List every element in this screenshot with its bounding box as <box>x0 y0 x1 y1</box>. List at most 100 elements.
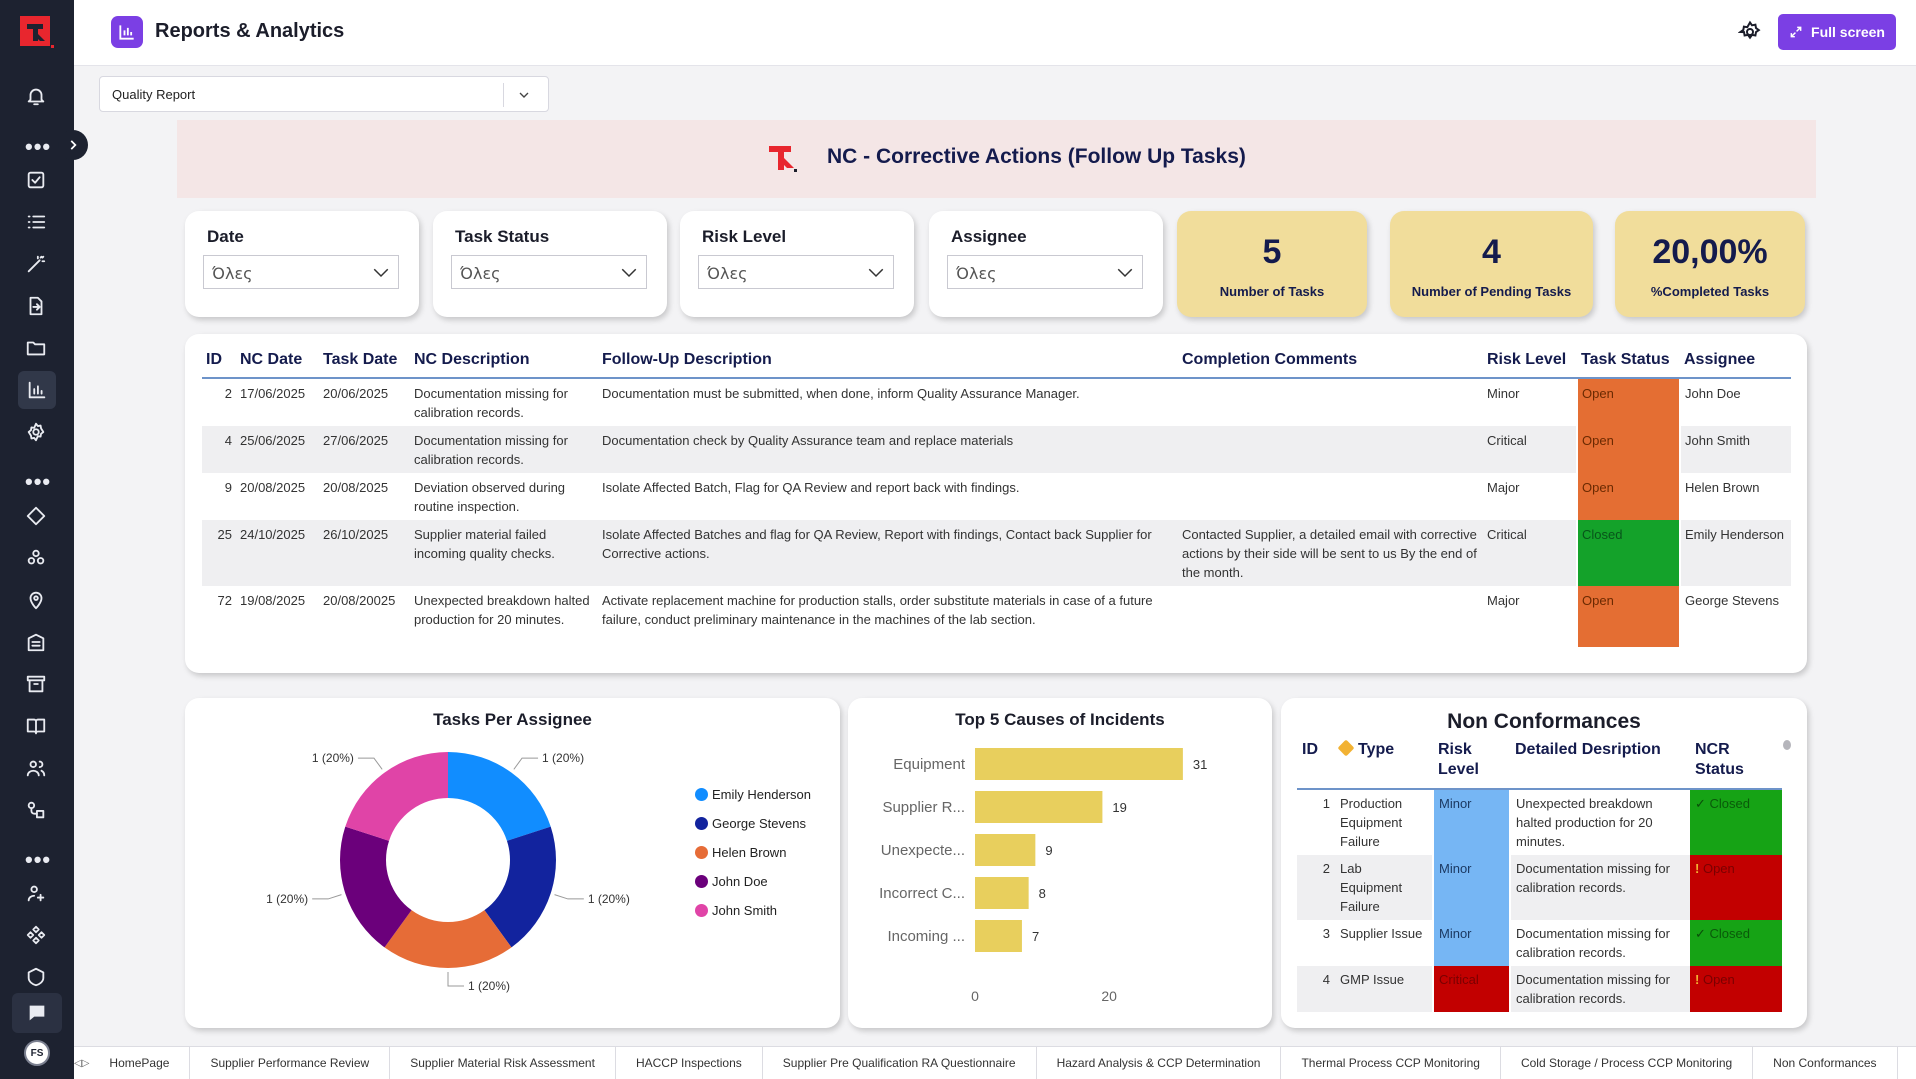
tab-scroll-right-icon[interactable]: ▷ <box>81 1057 90 1069</box>
cell-follow-up: Isolate Affected Batches and flag for QA… <box>598 520 1178 586</box>
user-settings-icon[interactable] <box>22 879 50 907</box>
table-row[interactable]: 2 17/06/2025 20/06/2025 Documentation mi… <box>202 378 1791 426</box>
cell-id: 3 <box>1322 926 1330 941</box>
legend-dot <box>695 817 708 830</box>
fullscreen-button[interactable]: Full screen <box>1778 14 1896 50</box>
more-icon[interactable]: ••• <box>25 847 52 872</box>
x-tick-label: 20 <box>1101 988 1117 1004</box>
building-icon[interactable] <box>22 628 50 656</box>
bar[interactable] <box>975 920 1022 952</box>
cell-nc-description: Supplier material failed incoming qualit… <box>410 520 598 586</box>
chevron-down-icon[interactable] <box>516 87 532 103</box>
column-header-risk-level[interactable]: Risk Level <box>1433 738 1510 790</box>
chat-button[interactable] <box>12 993 62 1033</box>
tab-thermal-process-ccp-monitoring[interactable]: Thermal Process CCP Monitoring <box>1281 1047 1501 1079</box>
column-header-detailed-description[interactable]: Detailed Desription <box>1510 738 1690 790</box>
sidebar-expand-button[interactable] <box>58 130 88 160</box>
more-icon[interactable]: ••• <box>25 134 52 159</box>
slicer-label: Risk Level <box>702 227 787 246</box>
more-icon[interactable]: ••• <box>25 469 52 494</box>
tab-cold-storage-process-ccp-monitoring[interactable]: Cold Storage / Process CCP Monitoring <box>1501 1047 1754 1079</box>
tab-supplier-material-risk-assessment[interactable]: Supplier Material Risk Assessment <box>390 1047 616 1079</box>
pie-slice-emily-henderson[interactable] <box>448 752 551 841</box>
legend-item[interactable]: Emily Henderson <box>695 787 811 802</box>
integrations-icon[interactable] <box>22 921 50 949</box>
chat-icon <box>29 1005 45 1021</box>
report-dropdown[interactable]: Quality Report <box>99 76 549 112</box>
column-header-completion-comments[interactable]: Completion Comments <box>1178 345 1483 379</box>
cell-type: Supplier Issue <box>1340 926 1423 941</box>
table-row[interactable]: 1 Production Equipment Failure Minor Une… <box>1297 789 1782 855</box>
table-row[interactable]: 4 25/06/2025 27/06/2025 Documentation mi… <box>202 426 1791 473</box>
pie-slice-george-stevens[interactable] <box>484 826 556 948</box>
checkbox-icon[interactable] <box>22 166 50 194</box>
tab-supplier-performance-review[interactable]: Supplier Performance Review <box>190 1047 391 1079</box>
report-banner: NC - Corrective Actions (Follow Up Tasks… <box>177 120 1816 198</box>
cell-follow-up: Isolate Affected Batch, Flag for QA Revi… <box>602 480 1020 495</box>
tab-haccp-inspections[interactable]: HACCP Inspections <box>616 1047 763 1079</box>
bar[interactable] <box>975 791 1103 823</box>
bar[interactable] <box>975 748 1183 780</box>
tab-homepage[interactable]: HomePage <box>89 1047 191 1079</box>
column-header-nc-description[interactable]: NC Description <box>410 345 598 379</box>
shield-icon[interactable] <box>22 963 50 991</box>
legend-item[interactable]: John Smith <box>695 903 777 918</box>
reports-chart-icon[interactable] <box>18 371 56 409</box>
column-header-follow-up-description[interactable]: Follow-Up Description <box>598 345 1178 379</box>
tab-scroll-left-icon[interactable]: ◁ <box>74 1057 82 1069</box>
cubes-icon[interactable] <box>22 544 50 572</box>
document-export-icon[interactable] <box>22 292 50 320</box>
tab-non-conformances[interactable]: Non Conformances <box>1753 1047 1898 1079</box>
table-row[interactable]: 3 Supplier Issue Minor Documentation mis… <box>1297 920 1782 966</box>
workflow-icon[interactable] <box>22 796 50 824</box>
list-icon[interactable] <box>22 208 50 236</box>
location-pin-icon[interactable] <box>22 586 50 614</box>
pie-slice-john-doe[interactable] <box>340 826 412 948</box>
column-header-ncr-status[interactable]: NCR Status <box>1690 738 1782 790</box>
settings-icon[interactable] <box>22 418 50 446</box>
user-avatar[interactable]: FS <box>24 1040 50 1066</box>
slicer-label: Assignee <box>951 227 1027 246</box>
legend-item[interactable]: George Stevens <box>695 816 806 831</box>
risk-level-slicer-dropdown[interactable]: Όλες <box>698 255 894 289</box>
task-status-slicer-dropdown[interactable]: Όλες <box>451 255 647 289</box>
column-header-assignee[interactable]: Assignee <box>1680 345 1791 379</box>
archive-icon[interactable] <box>22 670 50 698</box>
users-icon[interactable] <box>22 754 50 782</box>
cell-type: GMP Issue <box>1335 966 1433 1012</box>
book-icon[interactable] <box>22 712 50 740</box>
app-logo[interactable] <box>18 14 56 52</box>
table-row[interactable]: 4 GMP Issue Critical Documentation missi… <box>1297 966 1782 1012</box>
tab-supplier-pre-qualification-ra-questionnaire[interactable]: Supplier Pre Qualification RA Questionna… <box>763 1047 1037 1079</box>
column-header-nc-date[interactable]: NC Date <box>236 345 319 379</box>
folder-icon[interactable] <box>22 334 50 362</box>
pie-slice-john-smith[interactable] <box>345 752 448 841</box>
tab-n[interactable]: N <box>1898 1047 1916 1079</box>
column-header-id[interactable]: ID <box>1297 738 1335 790</box>
date-slicer-dropdown[interactable]: Όλες <box>203 255 399 289</box>
column-header-id[interactable]: ID <box>202 345 236 379</box>
pie-slice-helen-brown[interactable] <box>384 910 512 968</box>
column-header-type[interactable]: Type <box>1335 738 1433 790</box>
tab-hazard-analysis-ccp-determination[interactable]: Hazard Analysis & CCP Determination <box>1037 1047 1282 1079</box>
column-header-task-status[interactable]: Task Status <box>1577 345 1680 379</box>
table-row[interactable]: 25 24/10/2025 26/10/2025 Supplier materi… <box>202 520 1791 586</box>
bar-category-label: Unexpecte... <box>881 842 965 859</box>
assignee-slicer-dropdown[interactable]: Όλες <box>947 255 1143 289</box>
bar-category-label: Incorrect C... <box>879 885 965 902</box>
magic-wand-icon[interactable] <box>22 250 50 278</box>
table-row[interactable]: 2 Lab Equipment Failure Minor Documentat… <box>1297 855 1782 920</box>
column-header-task-date[interactable]: Task Date <box>319 345 410 379</box>
column-header-risk-level[interactable]: Risk Level <box>1483 345 1577 379</box>
gear-icon[interactable] <box>1738 20 1762 44</box>
kpi-card-number-of-tasks: 5 Number of Tasks <box>1177 211 1367 317</box>
bar[interactable] <box>975 834 1036 866</box>
scrollbar-thumb[interactable] <box>1783 740 1791 750</box>
bar[interactable] <box>975 877 1029 909</box>
table-row[interactable]: 72 19/08/2025 20/08/20025 Unexpected bre… <box>202 586 1791 647</box>
legend-item[interactable]: John Doe <box>695 874 768 889</box>
table-row[interactable]: 9 20/08/2025 20/08/2025 Deviation observ… <box>202 473 1791 520</box>
bell-icon[interactable] <box>22 82 50 110</box>
legend-item[interactable]: Helen Brown <box>695 845 786 860</box>
tag-icon[interactable] <box>22 502 50 530</box>
